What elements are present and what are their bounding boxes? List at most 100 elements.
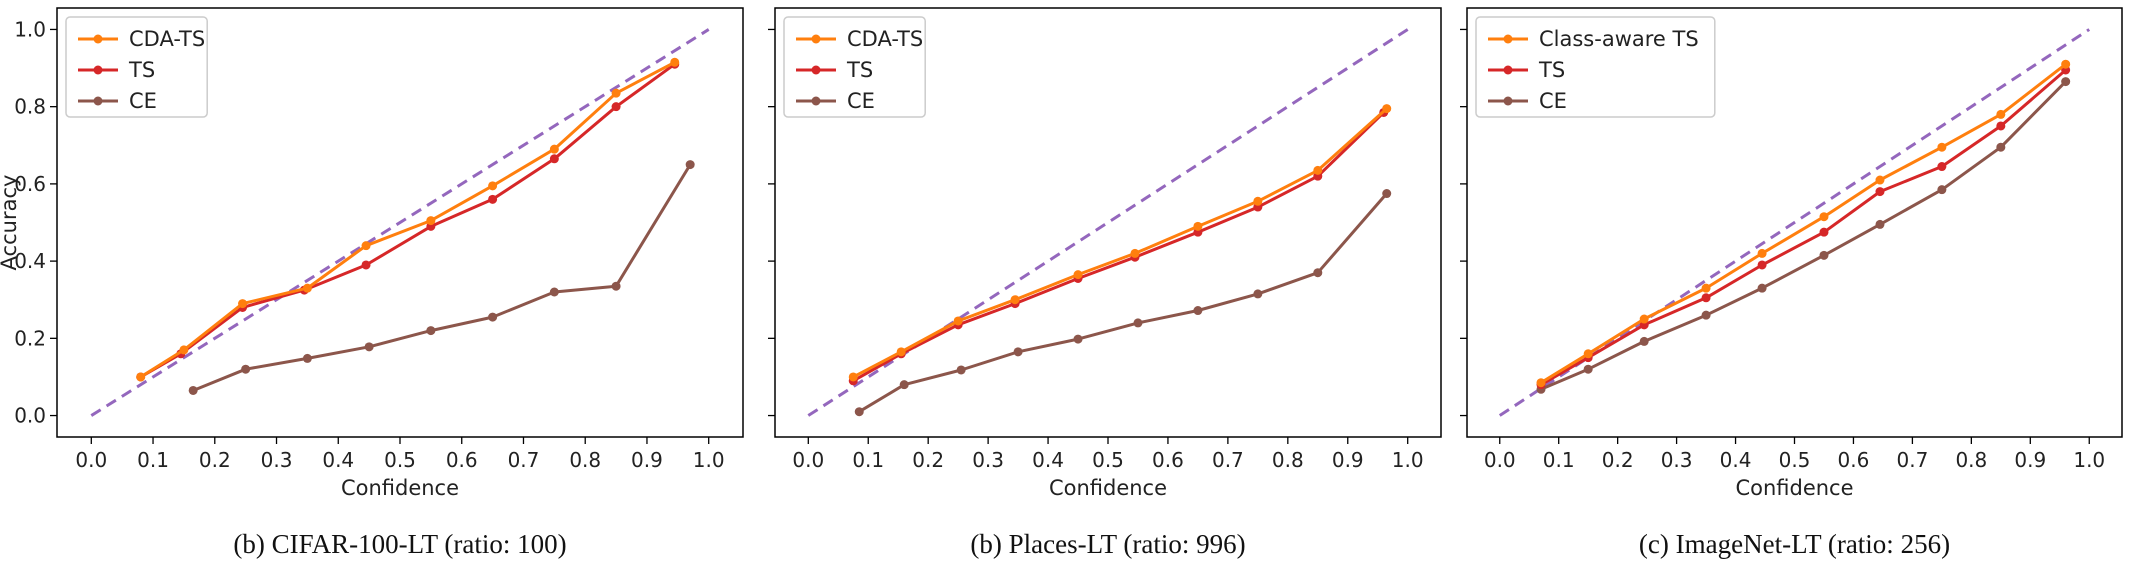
series-line-3 [1540, 80, 2067, 391]
x-tick-label: 0.1 [852, 448, 884, 472]
x-tick-label: 1.0 [693, 448, 725, 472]
y-tick-label: 0.0 [14, 404, 46, 428]
x-tick-label: 0.0 [75, 448, 107, 472]
x-axis-label: Confidence [1049, 476, 1167, 500]
legend-marker [811, 65, 821, 75]
data-point [1701, 283, 1711, 293]
series-line-3 [858, 192, 1388, 413]
data-point [1875, 187, 1885, 197]
legend-marker [811, 96, 821, 106]
y-axis-label: Accuracy [0, 175, 21, 271]
x-tick-label: 0.0 [792, 448, 824, 472]
data-point [241, 364, 251, 374]
data-point [488, 312, 498, 322]
y-tick-label: 1.0 [14, 17, 46, 41]
x-tick-label: 0.2 [1602, 448, 1634, 472]
legend-label: TS [128, 58, 155, 82]
data-point [1382, 189, 1392, 199]
data-point [1133, 318, 1143, 328]
data-point [1701, 293, 1711, 303]
data-point [1819, 227, 1829, 237]
series-line-1 [852, 107, 1388, 379]
data-point [848, 372, 858, 382]
perfect-calibration-line [90, 28, 710, 417]
x-tick-label: 0.3 [972, 448, 1004, 472]
x-tick-label: 0.8 [1272, 448, 1304, 472]
series-line-2 [852, 111, 1385, 383]
data-point [426, 326, 436, 336]
data-point [899, 380, 909, 390]
x-tick-label: 1.0 [1392, 448, 1424, 472]
legend-marker [1503, 96, 1513, 106]
legend-box [1475, 16, 1716, 118]
data-point [611, 102, 621, 112]
x-tick-label: 0.0 [1484, 448, 1516, 472]
x-tick-label: 0.6 [1838, 448, 1870, 472]
data-point [2061, 59, 2071, 69]
data-point [1013, 347, 1023, 357]
legend-label: TS [846, 58, 873, 82]
x-tick-label: 0.7 [508, 448, 540, 472]
data-point [426, 216, 436, 226]
data-point [670, 57, 680, 67]
data-point [1937, 185, 1947, 195]
data-point [1193, 221, 1203, 231]
data-point [549, 154, 559, 164]
data-point [956, 365, 966, 375]
legend-label: CDA-TS [129, 27, 205, 51]
x-tick-label: 0.9 [1332, 448, 1364, 472]
x-tick-label: 0.6 [446, 448, 478, 472]
x-tick-label: 0.6 [1152, 448, 1184, 472]
panel-caption: (c) ImageNet-LT (ratio: 256) [1639, 529, 1950, 559]
data-point [1073, 334, 1083, 344]
data-point [1583, 364, 1593, 374]
x-tick-label: 0.8 [1955, 448, 1987, 472]
y-tick-label: 0.4 [14, 249, 46, 273]
data-point [2061, 77, 2071, 87]
data-point [361, 260, 371, 270]
data-point [1757, 248, 1767, 258]
data-point [1253, 289, 1263, 299]
y-tick-label: 0.2 [14, 326, 46, 350]
x-tick-label: 0.9 [631, 448, 663, 472]
data-point [896, 347, 906, 357]
data-point [238, 299, 248, 309]
x-tick-label: 0.5 [1779, 448, 1811, 472]
data-point [302, 283, 312, 293]
legend-label: CE [129, 89, 157, 113]
series-line-2 [1540, 68, 2067, 387]
y-tick-label: 0.8 [14, 95, 46, 119]
data-point [611, 281, 621, 291]
data-point [1313, 165, 1323, 175]
x-tick-label: 0.8 [569, 448, 601, 472]
data-point [1996, 109, 2006, 119]
legend-label: CE [1539, 89, 1567, 113]
x-tick-label: 0.7 [1896, 448, 1928, 472]
x-tick-label: 0.1 [1543, 448, 1575, 472]
data-point [1875, 175, 1885, 185]
data-point [1639, 314, 1649, 324]
data-point [136, 372, 146, 382]
x-tick-label: 0.3 [1661, 448, 1693, 472]
data-point [1757, 283, 1767, 293]
panel-caption: (b) CIFAR-100-LT (ratio: 100) [233, 529, 566, 559]
chart-panel-3: 0.0 0.1 0.2 0.3 0.4 0.5 0.6 0.7 0.8 0.9 1.0 Confide… [1460, 7, 2123, 559]
legend-marker [1503, 34, 1513, 44]
data-point [549, 287, 559, 297]
x-tick-label: 0.4 [1720, 448, 1752, 472]
data-point [488, 181, 498, 191]
data-point [361, 241, 371, 251]
data-point [1757, 260, 1767, 270]
legend-label: CE [847, 89, 875, 113]
data-point [953, 316, 963, 326]
data-point [188, 385, 198, 395]
data-point [549, 144, 559, 154]
x-tick-label: 0.2 [199, 448, 231, 472]
data-point [1996, 142, 2006, 152]
series-line-1 [1540, 63, 2067, 384]
x-tick-label: 0.9 [2014, 448, 2046, 472]
chart-panel-2: 0.0 0.1 0.2 0.3 0.4 0.5 0.6 0.7 0.8 0.9 1.0 Confide… [768, 7, 1442, 559]
data-point [364, 342, 374, 352]
data-point [854, 407, 864, 417]
